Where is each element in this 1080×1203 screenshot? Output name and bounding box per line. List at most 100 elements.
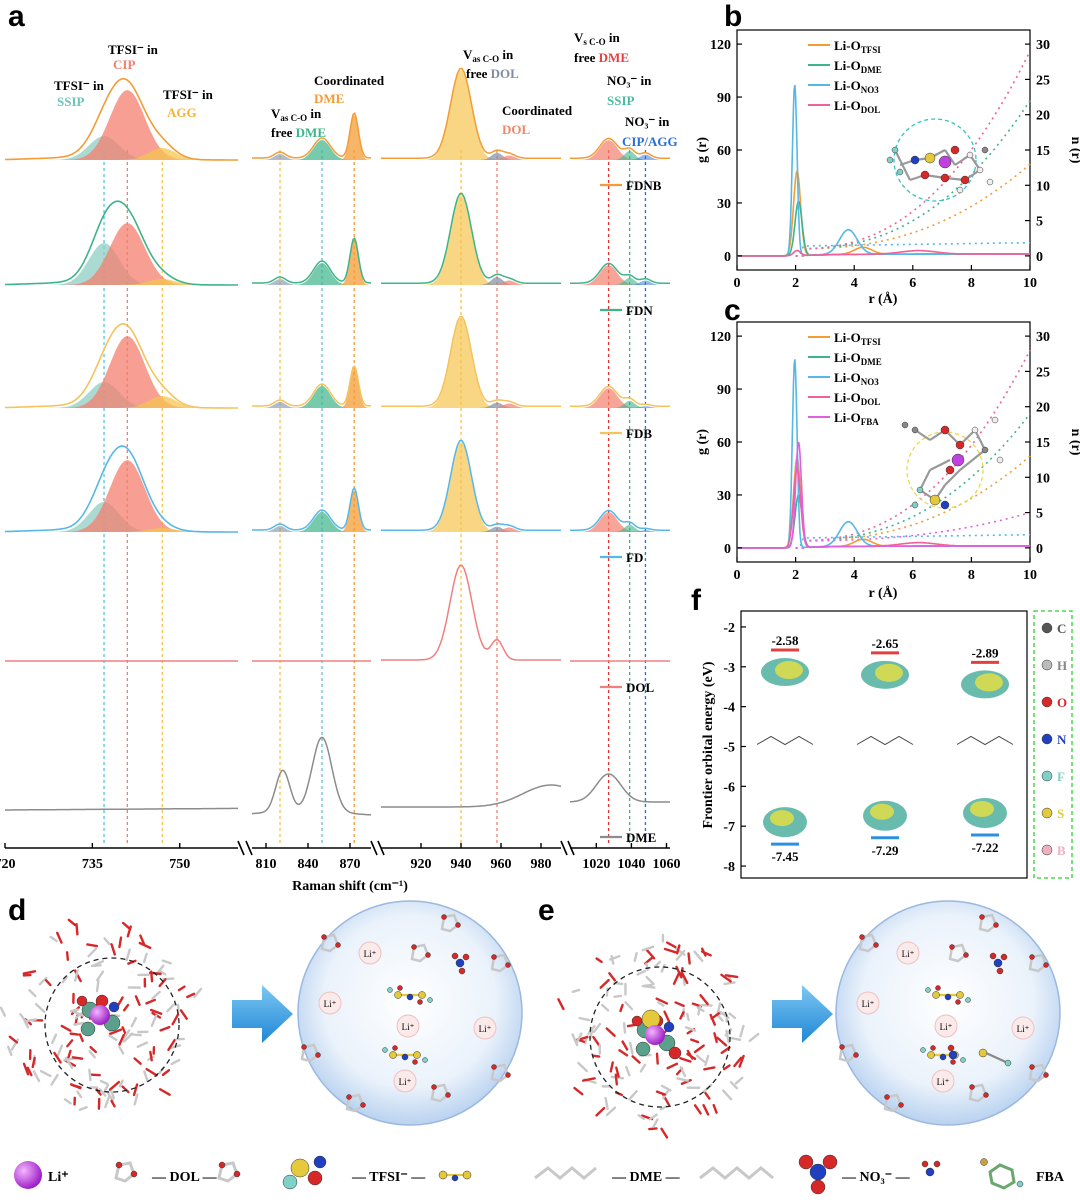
- atom: [901, 421, 909, 429]
- li-solvated: [318, 991, 342, 1015]
- tfsi-cip-area: [5, 90, 238, 160]
- solvent-bond: [63, 1098, 72, 1105]
- dme-spectrum: [5, 807, 238, 811]
- raman-annotations: TFSI⁻ in CIP TFSI⁻ in SSIP TFSI⁻ in AGG …: [54, 30, 678, 149]
- f-tick-label: -8: [723, 860, 735, 875]
- solvent-bond: [680, 1078, 692, 1085]
- y2-tick-label: 5: [1036, 507, 1043, 522]
- li-label: Li⁺: [399, 1077, 412, 1087]
- atom: [422, 1057, 428, 1063]
- atom: [108, 1001, 120, 1013]
- element-B: B: [1057, 843, 1066, 858]
- solvent-bond: [738, 1054, 745, 1068]
- solvent-bond: [98, 1088, 107, 1097]
- solvent-bond: [22, 1062, 30, 1076]
- atom: [315, 1052, 321, 1058]
- annot-no3-ssip-line2: SSIP: [607, 93, 635, 108]
- solvent-bond: [645, 975, 655, 986]
- atom: [971, 426, 979, 434]
- homo-isosurface-lobe: [970, 800, 994, 817]
- atom: [996, 967, 1004, 975]
- solvent-bond: [628, 1090, 638, 1101]
- orbital-panel: Frontier orbital energy (eV) -2-3-4-5-6-…: [701, 610, 1073, 879]
- y2-tick-label: 10: [1036, 179, 1050, 194]
- x-tick-label: 6: [909, 276, 916, 291]
- homo-value: -7.45: [771, 849, 799, 864]
- atom: [115, 1161, 123, 1169]
- solvent-bond: [709, 1013, 716, 1026]
- solvent-bond: [145, 1067, 158, 1077]
- dol-free-area: [381, 318, 561, 408]
- atom: [981, 446, 989, 454]
- fba-icon: [988, 1163, 1016, 1190]
- solvent-bond: [151, 990, 161, 1000]
- solvent-bond: [138, 941, 152, 950]
- element-O: O: [1057, 695, 1067, 710]
- solvent-bond: [686, 1012, 690, 1022]
- solvent-bond: [44, 979, 52, 987]
- solvent-bond: [723, 981, 736, 986]
- atom: [935, 985, 941, 991]
- y-tick-label: 30: [717, 197, 731, 212]
- atom: [1041, 807, 1053, 819]
- solvent-bond: [748, 1032, 760, 1043]
- atom: [966, 151, 974, 159]
- x-tick-label: 10: [1023, 568, 1037, 583]
- solvent-bond: [149, 1008, 163, 1015]
- solvent-bond: [660, 1127, 669, 1139]
- solvent-bond: [133, 1057, 142, 1065]
- solvent-bond: [130, 1016, 138, 1028]
- solvent-bond: [693, 1044, 705, 1054]
- element-C: C: [1057, 621, 1066, 636]
- solvent-bond: [679, 1066, 687, 1078]
- no3-cip-area: [570, 154, 670, 160]
- solvent-bond: [28, 988, 37, 998]
- atom: [505, 962, 511, 968]
- solvent-bond: [557, 998, 565, 1011]
- rdf-c-legend: Li-OTFSI Li-ODME Li-ONO3 Li-ODOL Li-OFBA: [808, 330, 882, 427]
- y-tick-label: 120: [710, 330, 731, 345]
- rdf-b-ylabel-right: n (r): [1068, 137, 1080, 164]
- atom: [798, 1154, 814, 1170]
- li-solvated: [1011, 1016, 1035, 1040]
- solvent-bond: [56, 1044, 64, 1058]
- solvent-bond: [90, 964, 102, 968]
- atom: [282, 1174, 298, 1190]
- solvent-bond: [712, 1103, 718, 1114]
- rdf-c-frame: [736, 321, 1031, 563]
- bond: [929, 459, 951, 471]
- raman-tick-label: 1020: [582, 857, 610, 872]
- no3-envelope: [570, 262, 670, 284]
- solvent-bond: [121, 1026, 127, 1036]
- solvent-bond: [78, 1033, 84, 1043]
- solvent-bond: [693, 1104, 702, 1115]
- dme-icon: [534, 1166, 597, 1180]
- atom: [1000, 953, 1008, 961]
- atom: [839, 1044, 845, 1050]
- no3-envelope: [570, 137, 670, 159]
- raman-panel: 720 735 750 810 840 870 920 940 960 980 1020 1040 10…: [0, 30, 680, 894]
- legend-entry-dol: Li-ODOL: [834, 390, 880, 407]
- solvent-bond: [0, 1006, 6, 1017]
- solvent-bond: [693, 950, 704, 963]
- solvent-bond: [88, 1050, 96, 1059]
- solvent-bond: [599, 978, 610, 989]
- dol-envelope: [381, 439, 561, 531]
- legend-dol-label: — DOL —: [151, 1170, 218, 1185]
- molecule-legend: Li⁺ — DOL — — TFSI⁻ — — DME — — NO₃⁻ — F…: [14, 1154, 1065, 1195]
- solvent-bond: [628, 1041, 634, 1055]
- solvent-bond: [26, 1066, 33, 1077]
- solvent-bond: [625, 1065, 631, 1077]
- solvent-bond: [600, 1003, 610, 1012]
- solvent-bond: [704, 1091, 711, 1100]
- solvent-bond: [110, 1089, 116, 1100]
- solvent-bond: [49, 935, 58, 943]
- tfsi-envelope: [4, 323, 238, 409]
- li-label: Li⁺: [937, 1077, 950, 1087]
- li-label: Li⁺: [324, 999, 337, 1009]
- tfsi-agg-area: [5, 148, 238, 160]
- solvent-bond: [108, 1080, 121, 1091]
- atom: [986, 178, 994, 186]
- no3-area: [570, 388, 670, 408]
